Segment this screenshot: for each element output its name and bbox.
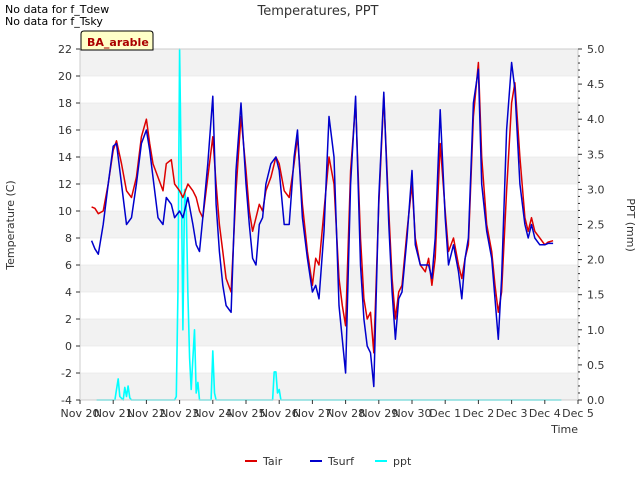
y-tick-label: 16 (58, 124, 72, 137)
x-tick-label: Nov 21 (94, 407, 133, 420)
y-tick-label: 14 (58, 151, 72, 164)
x-tick-label: Nov 23 (160, 407, 199, 420)
y-axis-label: Temperature (C) (4, 180, 17, 270)
legend: Tair Tsurf ppt (245, 455, 412, 468)
x-tick-label: Dec 2 (463, 407, 495, 420)
x-tick-label: Nov 28 (326, 407, 365, 420)
y-tick-label: 0 (65, 340, 72, 353)
y-tick-label: 18 (58, 97, 72, 110)
x-tick-label: Nov 26 (260, 407, 299, 420)
legend-label-ppt: ppt (393, 455, 412, 468)
y2-tick-label: 1.0 (587, 324, 605, 337)
x-tick-label: Dec 4 (529, 407, 561, 420)
grid-band (80, 373, 578, 400)
y-tick-label: 8 (65, 232, 72, 245)
grid-band (80, 346, 578, 373)
y2-tick-label: 4.0 (587, 113, 605, 126)
axes-layer: -4 -2 0 2 4 6 8 10 12 14 16 18 20 22 0.0 0.5 1.0 1.5 2.0 2.… (58, 43, 605, 420)
x-tick-label: Nov 20 (61, 407, 100, 420)
x-axis-label: Time (550, 423, 578, 436)
x-tick-label: Nov 22 (127, 407, 166, 420)
y-tick-label: 2 (65, 313, 72, 326)
grid-band (80, 76, 578, 103)
grid-band (80, 130, 578, 157)
y-tick-label: 6 (65, 259, 72, 272)
legend-label-tair: Tair (262, 455, 283, 468)
grid-band (80, 238, 578, 265)
y-tick-label: 4 (65, 286, 72, 299)
site-label: BA_arable (87, 36, 149, 49)
x-tick-label: Nov 30 (393, 407, 432, 420)
y2-tick-label: 2.5 (587, 219, 605, 232)
y2-tick-label: 1.5 (587, 289, 605, 302)
y-tick-label: 10 (58, 205, 72, 218)
y2-tick-label: 2.0 (587, 254, 605, 267)
y2-tick-label: 3.0 (587, 183, 605, 196)
no-data-note-tdew: No data for f_Tdew (5, 3, 110, 16)
y-tick-label: 12 (58, 178, 72, 191)
y2-tick-label: 0.5 (587, 359, 605, 372)
grid-band (80, 319, 578, 346)
y2-tick-label: 3.5 (587, 148, 605, 161)
x-tick-label: Nov 27 (293, 407, 332, 420)
chart-title: Temperatures, PPT (256, 4, 378, 19)
series-line-tsurf (90, 61, 554, 388)
y-tick-label: -2 (61, 367, 72, 380)
y2-axis-label: PPT (mm) (624, 198, 637, 252)
y2-tick-label: 4.5 (587, 78, 605, 91)
x-tick-label: Dec 5 (562, 407, 594, 420)
y-tick-label: -4 (61, 394, 72, 407)
y2-tick-label: 0.0 (587, 394, 605, 407)
y-tick-label: 22 (58, 43, 72, 56)
x-tick-label: Nov 25 (227, 407, 266, 420)
grid-band (80, 49, 578, 76)
grid-band (80, 292, 578, 319)
x-tick-label: Nov 24 (193, 407, 232, 420)
x-tick-label: Dec 1 (429, 407, 461, 420)
y2-tick-label: 5.0 (587, 43, 605, 56)
y-tick-label: 20 (58, 70, 72, 83)
legend-label-tsurf: Tsurf (327, 455, 355, 468)
x-tick-label: Dec 3 (496, 407, 528, 420)
site-label-box: BA_arable (80, 30, 154, 51)
no-data-note-tsky: No data for f_Tsky (5, 15, 103, 28)
x-tick-label: Nov 29 (359, 407, 398, 420)
